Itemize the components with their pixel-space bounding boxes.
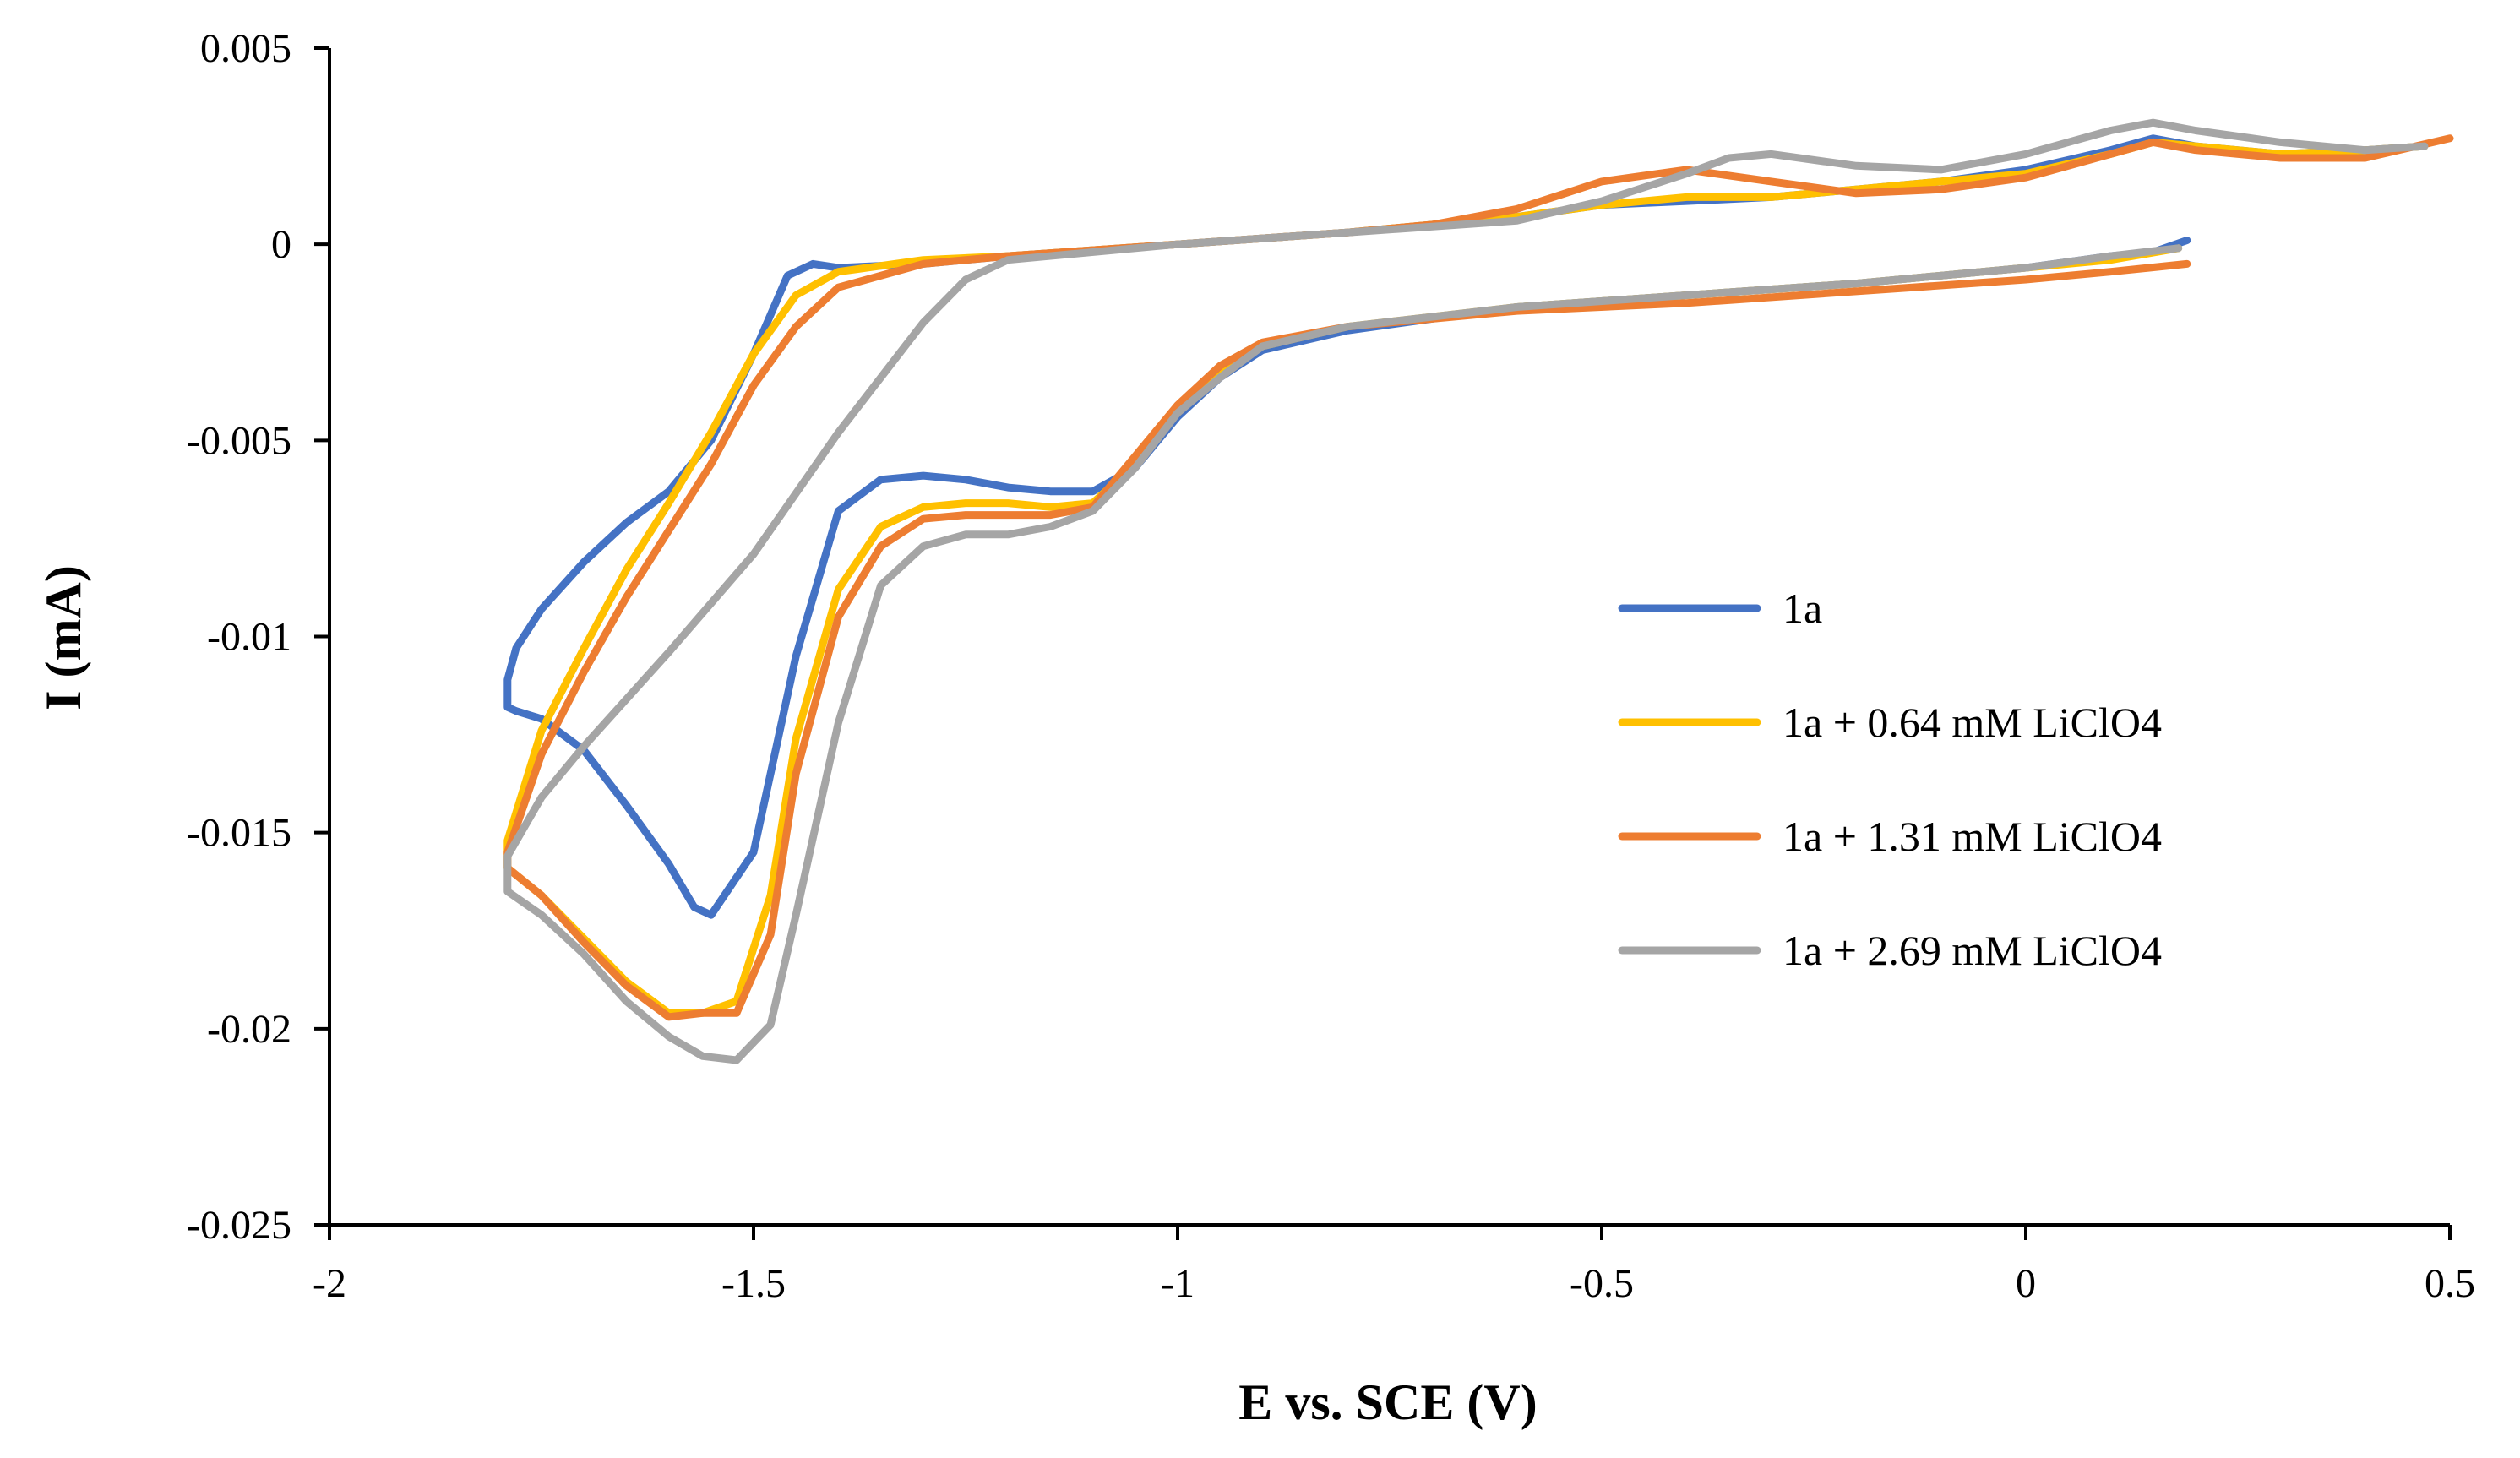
y-tick-label: 0 [271,222,291,267]
y-axis-title: I (mA) [35,565,91,710]
y-tick-label: 0.005 [200,26,291,71]
y-tick-label: -0.02 [207,1007,291,1052]
series-line-4 [503,118,2429,1064]
legend-label-3: 1a + 1.31 mM LiClO4 [1783,813,2162,860]
y-tick-label: -0.01 [207,615,291,660]
x-tick-label: 0.5 [2425,1261,2475,1306]
legend: 1a 1a + 0.64 mM LiClO4 1a + 1.31 mM LiClO4… [1618,585,2162,974]
x-tick-label: -1 [1161,1261,1195,1306]
x-tick-label: -1.5 [721,1261,786,1306]
y-tick-label: -0.015 [187,811,291,856]
x-tick-label: 0 [2016,1261,2036,1306]
x-axis-title: E vs. SCE (V) [1238,1374,1537,1430]
x-tick-label: -2 [313,1261,346,1306]
legend-label-1: 1a [1783,585,1822,632]
y-tick-label: -0.005 [187,418,291,463]
y-tick-label: -0.025 [187,1203,291,1248]
ticks: -2 -1.5 -1 -0.5 0 0.5 0.005 0 -0.005 -0.01 -0.015 -… [187,26,2475,1306]
axes [328,48,2450,1227]
x-tick-label: -0.5 [1570,1261,1634,1306]
series-layer [503,118,2454,1064]
legend-label-2: 1a + 0.64 mM LiClO4 [1783,699,2162,746]
legend-label-4: 1a + 2.69 mM LiClO4 [1783,927,2162,974]
